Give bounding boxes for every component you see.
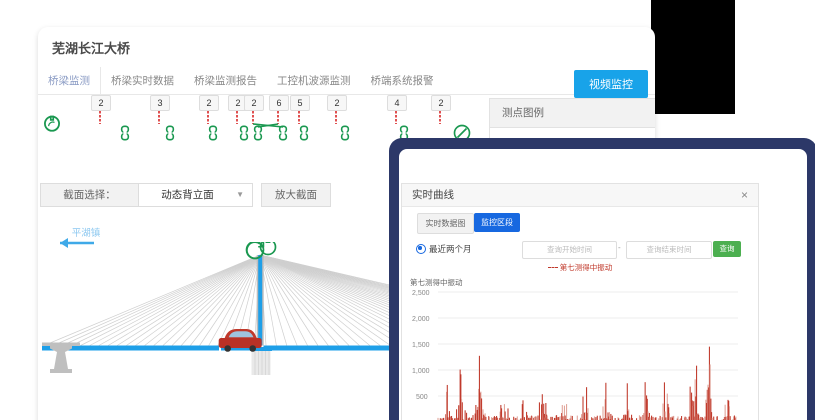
svg-text:500: 500 (416, 394, 428, 401)
svg-text:1,500: 1,500 (412, 342, 430, 349)
svg-text:2,000: 2,000 (412, 316, 430, 323)
svg-text:2,500: 2,500 (412, 290, 430, 297)
svg-text:1,000: 1,000 (412, 368, 430, 375)
